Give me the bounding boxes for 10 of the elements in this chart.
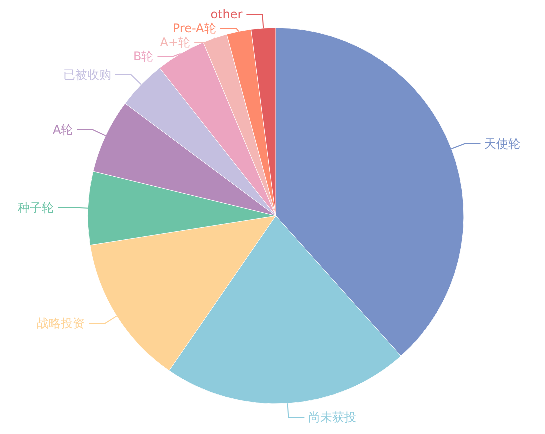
slice-label: A+轮: [160, 35, 191, 50]
slice-label: A轮: [53, 122, 74, 137]
slice-label: Pre-A轮: [172, 21, 216, 36]
slice-label: 天使轮: [484, 137, 521, 152]
slice-label: 战略投资: [37, 316, 86, 331]
slice-label: 已被收购: [63, 68, 112, 82]
slice-label: B轮: [133, 49, 154, 64]
slice-label: 种子轮: [18, 200, 54, 215]
slice-label: other: [210, 7, 243, 22]
slice-label: 尚未获投: [308, 410, 357, 425]
